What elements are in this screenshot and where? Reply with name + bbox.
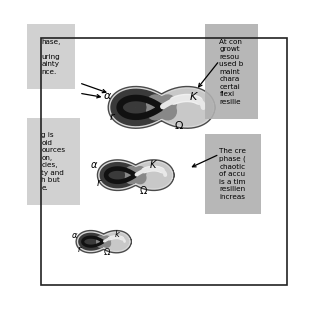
Text: g is
oid
ources
on,
cies,
ty and
h but
e.: g is oid ources on, cies, ty and h but e… (41, 132, 65, 190)
Text: At con
growt
resou
used b
maint
chara
certai
flexi
resilie: At con growt resou used b maint chara ce… (220, 39, 244, 105)
Text: K: K (190, 92, 197, 102)
Text: r: r (110, 112, 115, 122)
Text: α: α (91, 160, 97, 170)
Text: Ω: Ω (174, 121, 183, 131)
Text: Ω: Ω (140, 186, 147, 196)
Text: hase,

uring
ainty
nce.: hase, uring ainty nce. (41, 39, 61, 75)
Text: k: k (115, 230, 120, 239)
Text: α: α (104, 91, 111, 100)
Text: r: r (97, 178, 101, 188)
Text: r: r (77, 244, 81, 253)
Text: K: K (150, 160, 156, 170)
Text: The cre
phase (
chaotic
of accu
is a tim
resilien
increas: The cre phase ( chaotic of accu is a tim… (220, 148, 246, 200)
Text: α: α (71, 231, 77, 240)
Text: Ω: Ω (104, 248, 110, 257)
